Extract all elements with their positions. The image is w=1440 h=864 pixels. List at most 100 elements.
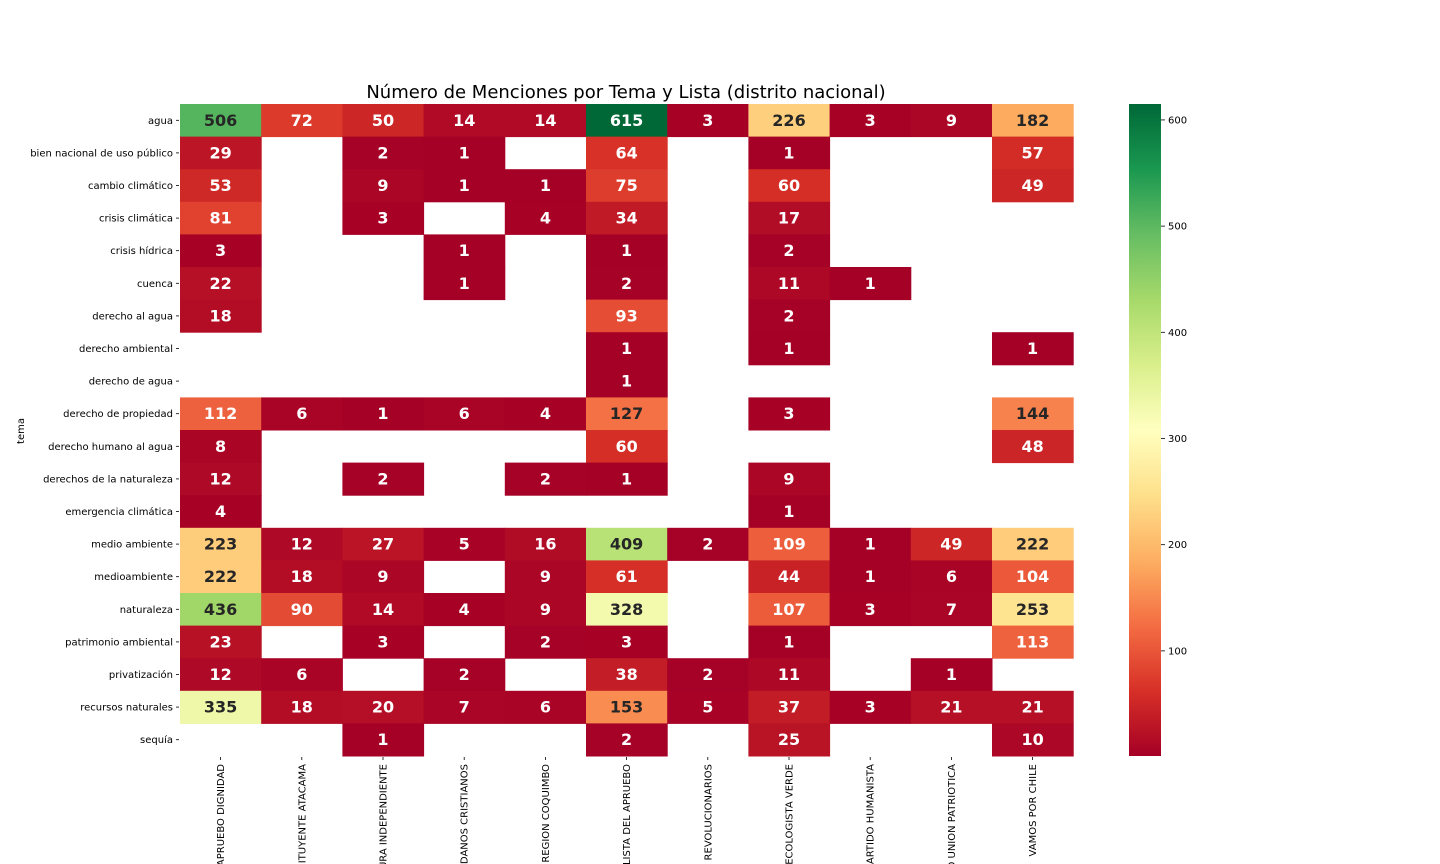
heatmap-cell	[748, 593, 831, 627]
column-label: ITUYENTE ATACAMA	[297, 764, 308, 863]
heatmap-cell	[748, 104, 831, 138]
cell-value-label: 1	[459, 143, 470, 162]
cell-value-label: 44	[778, 567, 800, 586]
heatmap-cell	[504, 527, 587, 561]
cell-value-label: 14	[372, 600, 394, 619]
heatmap-cell	[992, 397, 1074, 431]
heatmap-cell	[586, 430, 668, 464]
cell-value-label: 2	[783, 241, 794, 260]
cell-value-label: 6	[296, 665, 307, 684]
heatmap-cell	[504, 462, 587, 496]
cell-value-label: 5	[459, 535, 470, 554]
column-label: S REVOLUCIONARIOS	[703, 764, 714, 864]
row-labels: agua bien nacional de uso público cambio c…	[30, 116, 179, 746]
cell-value-label: 12	[291, 535, 313, 554]
cell-value-label: 253	[1016, 600, 1049, 619]
heatmap-cell	[829, 593, 912, 627]
cell-value-label: 18	[291, 698, 313, 717]
cell-value-label: 11	[778, 274, 800, 293]
column-label: VAMOS POR CHILE	[1028, 764, 1039, 856]
row-label: cuenca	[137, 279, 173, 290]
heatmap-cell	[342, 560, 425, 594]
heatmap-cell	[504, 201, 587, 235]
cell-value-label: 4	[459, 600, 470, 619]
cell-value-label: 6	[459, 404, 470, 423]
heatmap-cell	[342, 723, 425, 757]
cell-value-label: 107	[772, 600, 805, 619]
heatmap-cell	[992, 690, 1074, 724]
cell-value-label: 64	[615, 143, 637, 162]
cell-value-label: 2	[702, 665, 713, 684]
heatmap-cell	[586, 527, 668, 561]
cell-value-label: 1	[865, 567, 876, 586]
heatmap-cell	[829, 560, 912, 594]
heatmap-cell	[180, 234, 262, 268]
heatmap-cell	[180, 104, 262, 138]
cell-value-label: 436	[204, 600, 237, 619]
heatmap-cell	[829, 104, 912, 138]
heatmap-cell	[342, 169, 425, 203]
heatmap-cell	[180, 690, 262, 724]
column-labels: APRUEBO DIGNIDAD ITUYENTE ATACAMA URA INDE…	[216, 757, 1039, 864]
cell-value-label: 72	[291, 111, 313, 130]
cell-value-label: 29	[209, 143, 231, 162]
heatmap-cell	[180, 658, 262, 692]
cell-value-label: 20	[372, 698, 394, 717]
cell-value-label: 50	[372, 111, 394, 130]
y-axis-label: tema	[16, 418, 27, 444]
heatmap-cell	[992, 560, 1074, 594]
row-label: naturaleza	[120, 605, 173, 616]
cell-value-label: 2	[702, 535, 713, 554]
cell-value-label: 222	[1016, 535, 1049, 554]
cell-value-label: 3	[215, 241, 226, 260]
cell-value-label: 113	[1016, 632, 1049, 651]
heatmap-cell	[423, 593, 506, 627]
heatmap-cell	[504, 169, 587, 203]
heatmap-cell	[342, 527, 425, 561]
heatmap-cell	[504, 560, 587, 594]
heatmap-cell	[586, 658, 668, 692]
cell-value-label: 3	[865, 600, 876, 619]
heatmap-cell	[504, 690, 587, 724]
cell-value-label: 4	[540, 404, 551, 423]
cell-value-label: 6	[946, 567, 957, 586]
chart-title: Número de Menciones por Tema y Lista (di…	[366, 82, 885, 103]
cell-value-label: 9	[540, 567, 551, 586]
cell-value-label: 9	[377, 567, 388, 586]
heatmap-cell	[180, 495, 262, 529]
heatmap-cell	[423, 169, 506, 203]
heatmap-cell	[180, 299, 262, 333]
cell-value-label: 1	[783, 143, 794, 162]
cell-value-label: 7	[946, 600, 957, 619]
cell-value-label: 2	[621, 730, 632, 749]
colorbar-tick-label: 200	[1168, 540, 1187, 551]
heatmap-cell	[180, 267, 262, 301]
heatmap-cell	[342, 593, 425, 627]
heatmap-cell	[748, 169, 831, 203]
cell-value-label: 1	[540, 176, 551, 195]
heatmap-cell	[667, 690, 749, 724]
cell-value-label: 222	[204, 567, 237, 586]
row-label: medio ambiente	[91, 540, 173, 551]
cell-value-label: 6	[296, 404, 307, 423]
heatmap-cell	[586, 234, 668, 268]
column-label: REGION COQUIMBO	[541, 764, 552, 863]
cell-value-label: 3	[377, 209, 388, 228]
heatmap-cell	[586, 690, 668, 724]
heatmap-cell	[829, 267, 912, 301]
cell-value-label: 9	[783, 469, 794, 488]
heatmap-cell	[586, 462, 668, 496]
heatmap-cell	[748, 658, 831, 692]
row-label: derecho ambiental	[79, 344, 173, 355]
heatmap-cell	[586, 560, 668, 594]
heatmap-cell	[586, 201, 668, 235]
column-label: DANOS CRISTIANOS	[460, 764, 471, 864]
heatmap-cell	[586, 104, 668, 138]
heatmap-cell	[829, 527, 912, 561]
heatmap-cell	[504, 104, 587, 138]
cell-value-label: 153	[610, 698, 643, 717]
cell-value-label: 37	[778, 698, 800, 717]
cell-value-label: 4	[540, 209, 551, 228]
heatmap-cell	[180, 397, 262, 431]
